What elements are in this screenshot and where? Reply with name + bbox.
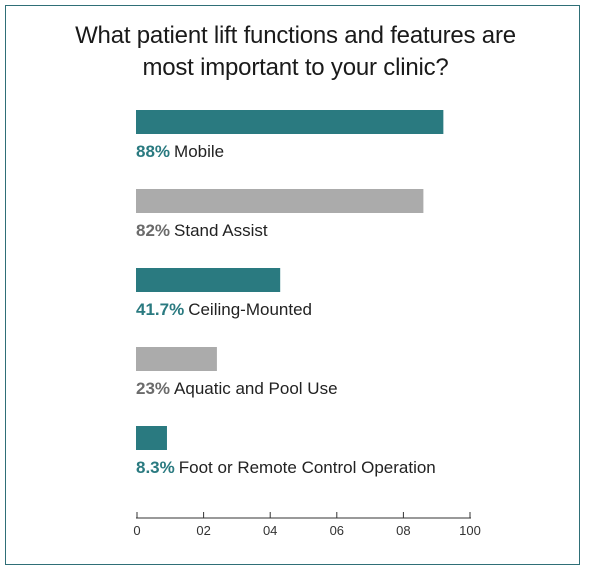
bar-percent-label-0: 88% [136, 142, 170, 161]
chart-title-line-2: most important to your clinic? [142, 54, 449, 81]
bar-category-label-1: Stand Assist [174, 221, 268, 240]
bar-percent-label-2: 41.7% [136, 300, 184, 319]
bar-label-4: 8.3% Foot or Remote Control Operation [136, 458, 436, 477]
x-tick-label-3: 06 [330, 523, 344, 538]
bar-percent-label-4: 8.3% [136, 458, 175, 477]
x-tick-label-5: 100 [459, 523, 481, 538]
x-tick-label-4: 08 [396, 523, 410, 538]
chart-title: What patient lift functions and features… [10, 20, 581, 84]
bar-1 [136, 189, 424, 213]
bar-label-1: 82% Stand Assist [136, 221, 268, 240]
bar-category-label-0: Mobile [174, 142, 224, 161]
x-tick-label-1: 02 [196, 523, 210, 538]
bar-label-0: 88% Mobile [136, 142, 224, 161]
bar-0 [136, 110, 444, 134]
bar-category-label-3: Aquatic and Pool Use [174, 379, 338, 398]
x-tick-label-0: 0 [133, 523, 140, 538]
bar-category-label-4: Foot or Remote Control Operation [179, 458, 436, 477]
x-tick-label-2: 04 [263, 523, 277, 538]
chart-frame [5, 5, 580, 565]
bar-percent-label-3: 23% [136, 379, 170, 398]
bar-4 [136, 426, 167, 450]
bar-label-3: 23% Aquatic and Pool Use [136, 379, 338, 398]
bar-3 [136, 347, 217, 371]
bar-2 [136, 268, 281, 292]
bar-label-2: 41.7% Ceiling-Mounted [136, 300, 312, 319]
chart-title-line-1: What patient lift functions and features… [75, 22, 516, 49]
bar-percent-label-1: 82% [136, 221, 170, 240]
bar-category-label-2: Ceiling-Mounted [188, 300, 312, 319]
